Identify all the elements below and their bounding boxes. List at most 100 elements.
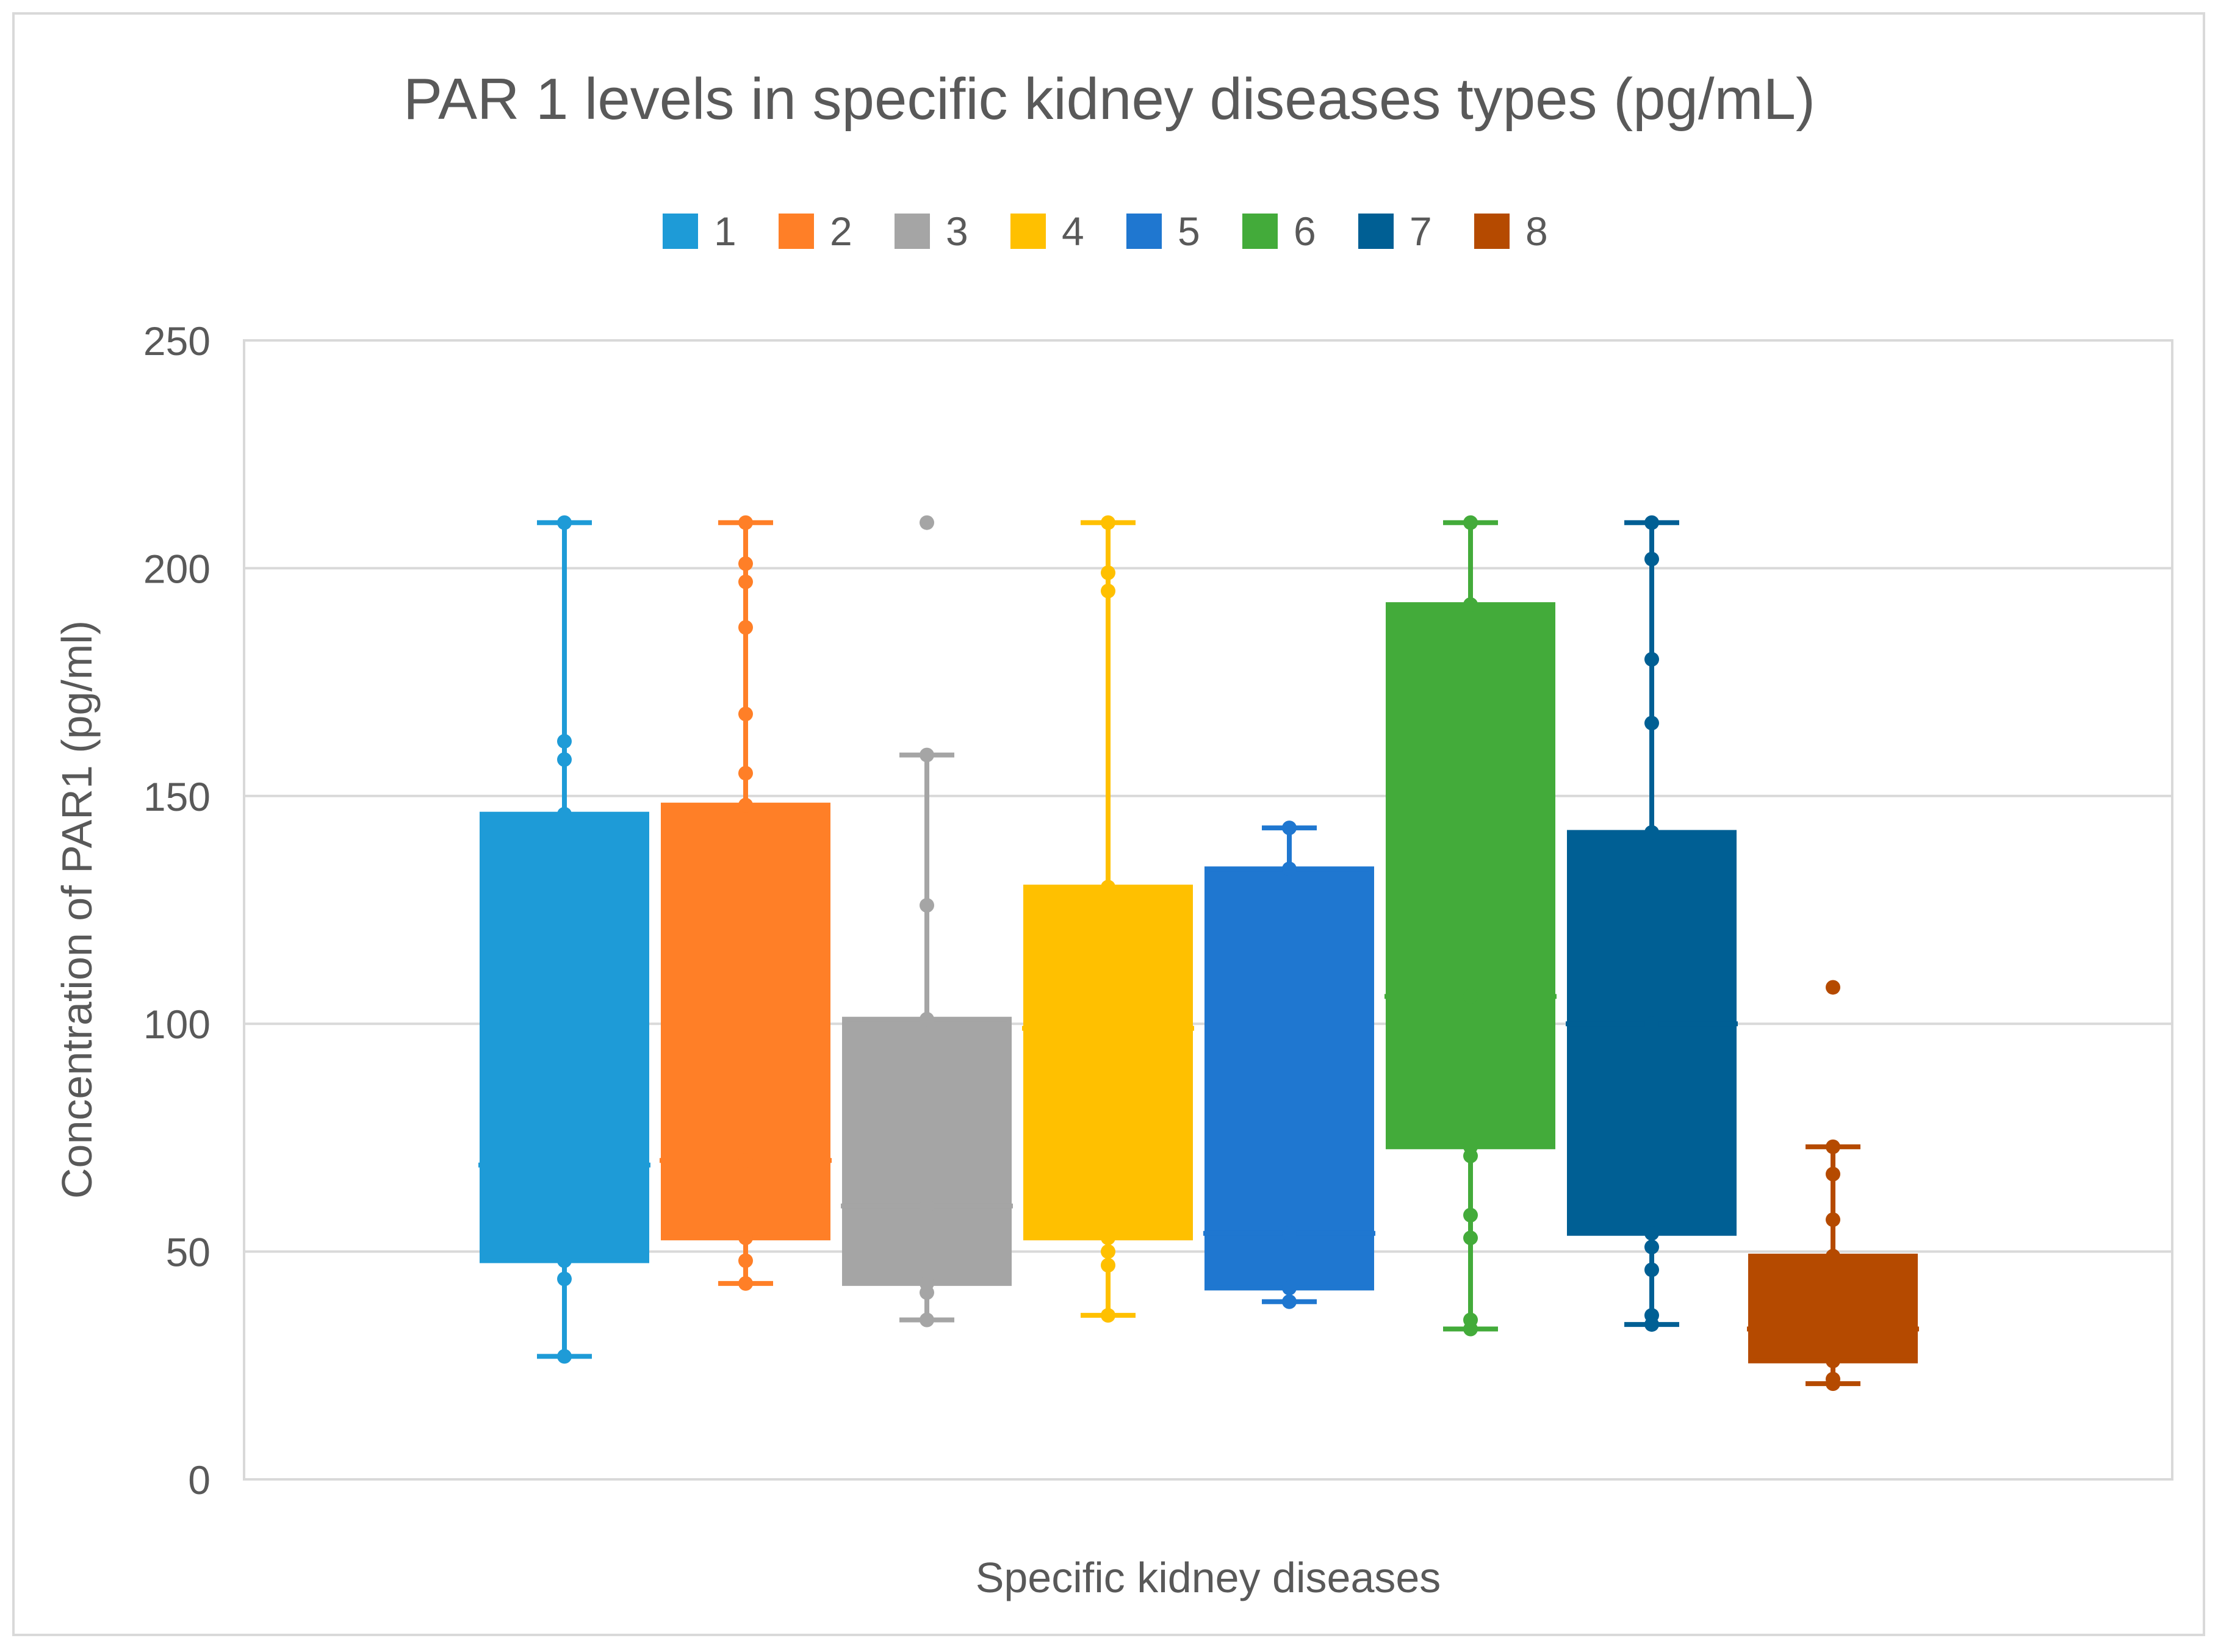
- legend-label-1: 1: [714, 209, 736, 254]
- legend: 1 2 3 4 5 6 7 8: [663, 209, 1548, 254]
- data-point: [738, 620, 753, 635]
- data-point: [1826, 1139, 1840, 1154]
- data-point: [1644, 1226, 1659, 1241]
- y-tick-label: 200: [143, 546, 211, 591]
- data-point: [1826, 1376, 1840, 1392]
- box-iqr: [1204, 866, 1374, 1291]
- data-point: [1826, 1166, 1840, 1182]
- legend-label-6: 6: [1294, 209, 1316, 254]
- data-point: [1101, 880, 1115, 895]
- data-point: [1101, 1258, 1115, 1273]
- data-point: [738, 515, 753, 530]
- box-group-3: [841, 515, 1013, 1327]
- data-point: [1282, 861, 1297, 877]
- data-point: [557, 734, 572, 749]
- plot-area: [243, 339, 2173, 1481]
- data-point: [1826, 1321, 1840, 1337]
- data-point: [1463, 989, 1478, 1004]
- box-iqr: [842, 1016, 1012, 1286]
- box-group-8: [1747, 980, 1919, 1392]
- data-point: [1101, 515, 1115, 530]
- data-point: [1644, 1240, 1659, 1255]
- data-point: [920, 898, 934, 913]
- data-point: [1644, 652, 1659, 667]
- y-tick-label: 0: [188, 1457, 211, 1503]
- data-point: [1463, 597, 1478, 612]
- data-point: [738, 1230, 753, 1246]
- data-point: [557, 806, 572, 822]
- data-point: [920, 747, 934, 763]
- data-point: [738, 1276, 753, 1291]
- box-iqr: [1748, 1254, 1918, 1363]
- outlier-point: [1826, 980, 1840, 995]
- data-point: [557, 515, 572, 530]
- data-point: [1644, 551, 1659, 567]
- data-point: [738, 766, 753, 781]
- data-point: [557, 1157, 572, 1173]
- data-point: [1463, 1321, 1478, 1337]
- data-point: [738, 574, 753, 589]
- data-point: [1101, 1230, 1115, 1246]
- data-point: [1463, 1230, 1478, 1246]
- legend-swatch-3: [895, 214, 930, 249]
- data-point: [1644, 515, 1659, 530]
- data-point: [1282, 1294, 1297, 1309]
- legend-label-5: 5: [1178, 209, 1200, 254]
- box-iqr: [1023, 885, 1193, 1241]
- data-point: [738, 1253, 753, 1268]
- data-point: [1282, 1280, 1297, 1296]
- data-point: [1644, 716, 1659, 731]
- data-point: [920, 1285, 934, 1300]
- data-point: [920, 1198, 934, 1213]
- box-iqr: [1386, 602, 1555, 1149]
- data-point: [1463, 515, 1478, 530]
- box-group-4: [1022, 515, 1194, 1323]
- outlier-point: [920, 515, 934, 530]
- box-group-2: [660, 515, 832, 1291]
- box-iqr: [661, 802, 830, 1241]
- data-point: [1826, 1353, 1840, 1368]
- legend-label-3: 3: [946, 209, 968, 254]
- data-point: [1282, 821, 1297, 836]
- y-tick-label: 150: [143, 774, 211, 819]
- data-point: [557, 1253, 572, 1268]
- data-point: [738, 797, 753, 813]
- boxes: [478, 515, 1919, 1392]
- legend-swatch-7: [1358, 214, 1394, 249]
- y-tick-label: 100: [143, 1002, 211, 1047]
- data-point: [1644, 825, 1659, 840]
- data-point: [1101, 565, 1115, 580]
- legend-swatch-6: [1242, 214, 1278, 249]
- data-point: [1101, 1021, 1115, 1036]
- y-axis-label: Concentration of PAR1 (pg/ml): [53, 620, 101, 1199]
- box-group-1: [478, 515, 650, 1364]
- data-point: [1463, 1207, 1478, 1223]
- data-point: [1282, 1226, 1297, 1241]
- box-iqr: [1567, 830, 1737, 1236]
- x-axis-label: Specific kidney diseases: [976, 1554, 1441, 1601]
- box-group-6: [1384, 515, 1557, 1337]
- legend-swatch-5: [1126, 214, 1162, 249]
- y-tick-label: 250: [143, 318, 211, 364]
- data-point: [1463, 1148, 1478, 1163]
- legend-swatch-8: [1474, 214, 1510, 249]
- legend-label-2: 2: [830, 209, 852, 254]
- y-axis-ticks: 0 50 100 150 200 250: [143, 318, 211, 1503]
- y-tick-label: 50: [166, 1230, 211, 1275]
- data-point: [557, 1271, 572, 1287]
- data-point: [738, 1153, 753, 1168]
- legend-label-4: 4: [1062, 209, 1084, 254]
- data-point: [1101, 1308, 1115, 1323]
- data-point: [920, 1011, 934, 1027]
- data-point: [1644, 1016, 1659, 1032]
- data-point: [557, 752, 572, 767]
- chart-title: PAR 1 levels in specific kidney diseases…: [403, 66, 1815, 132]
- legend-swatch-4: [1010, 214, 1046, 249]
- data-point: [1101, 583, 1115, 598]
- legend-swatch-1: [663, 214, 698, 249]
- legend-label-7: 7: [1410, 209, 1432, 254]
- data-point: [1101, 1244, 1115, 1259]
- data-point: [1826, 1249, 1840, 1264]
- data-point: [1826, 1212, 1840, 1227]
